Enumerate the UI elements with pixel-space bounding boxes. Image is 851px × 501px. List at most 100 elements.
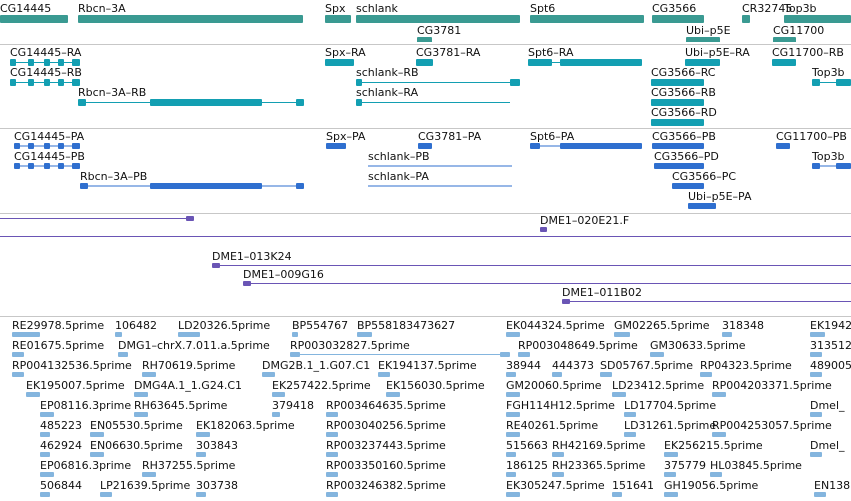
feature-block[interactable]	[115, 332, 122, 337]
feature-label[interactable]: 313512	[810, 339, 851, 352]
feature-label[interactable]: Spt6–RA	[528, 46, 574, 59]
feature-block[interactable]	[28, 143, 34, 149]
feature-label[interactable]: EK195007.5prime	[26, 379, 125, 392]
feature-block[interactable]	[528, 59, 552, 66]
feature-label[interactable]: Spt6	[530, 2, 556, 15]
feature-block[interactable]	[186, 216, 194, 221]
feature-label[interactable]: Top3b	[812, 150, 845, 163]
feature-intron-line[interactable]	[243, 283, 851, 284]
feature-label[interactable]: Spx	[325, 2, 346, 15]
feature-label[interactable]: Spt6–PA	[530, 130, 575, 143]
feature-block[interactable]	[506, 492, 520, 497]
feature-label[interactable]: LD31261.5prime	[624, 419, 717, 432]
feature-block[interactable]	[90, 432, 104, 437]
feature-intron-line[interactable]	[368, 185, 512, 187]
feature-label[interactable]: DME1–011B02	[562, 286, 642, 299]
feature-block[interactable]	[772, 59, 796, 66]
feature-label[interactable]: EN138	[814, 479, 851, 492]
feature-label[interactable]: 318348	[722, 319, 764, 332]
feature-label[interactable]: CG14445–PA	[14, 130, 85, 143]
feature-block[interactable]	[10, 59, 16, 66]
feature-label[interactable]: schlank–RB	[356, 66, 419, 79]
feature-block[interactable]	[40, 452, 50, 457]
feature-block[interactable]	[506, 412, 520, 417]
feature-block[interactable]	[710, 472, 722, 477]
feature-label[interactable]: EK156030.5prime	[386, 379, 485, 392]
feature-label[interactable]: EP08116.3prime	[40, 399, 132, 412]
feature-label[interactable]: CG3566–RC	[651, 66, 716, 79]
feature-label[interactable]: LP21639.5prime	[100, 479, 191, 492]
feature-block[interactable]	[836, 163, 851, 169]
feature-label[interactable]: RE29978.5prime	[12, 319, 105, 332]
feature-block[interactable]	[44, 143, 50, 149]
feature-label[interactable]: Dmel_	[810, 399, 845, 412]
feature-label[interactable]: schlank–PA	[368, 170, 429, 183]
feature-label[interactable]: RH42169.5prime	[552, 439, 646, 452]
feature-block[interactable]	[418, 143, 432, 149]
feature-block[interactable]	[150, 99, 262, 106]
feature-block[interactable]	[80, 183, 88, 189]
feature-intron-line[interactable]	[812, 165, 851, 167]
feature-intron-line[interactable]	[368, 165, 512, 167]
feature-label[interactable]: DMG4A.1_1.G24.C1	[134, 379, 243, 392]
feature-block[interactable]	[600, 372, 612, 377]
feature-label[interactable]: RP003040256.5prime	[326, 419, 446, 432]
feature-label[interactable]: LD20326.5prime	[178, 319, 271, 332]
feature-label[interactable]: CG11700–PB	[776, 130, 847, 143]
feature-block[interactable]	[357, 332, 372, 337]
feature-block[interactable]	[118, 352, 128, 357]
feature-block[interactable]	[686, 37, 720, 42]
feature-label[interactable]: RH63645.5prime	[134, 399, 228, 412]
feature-label[interactable]: schlank–PB	[368, 150, 430, 163]
feature-label[interactable]: 303843	[196, 439, 238, 452]
feature-block[interactable]	[12, 352, 24, 357]
feature-label[interactable]: CG14445	[0, 2, 52, 15]
feature-label[interactable]: Rbcn–3A–PB	[80, 170, 148, 183]
feature-block[interactable]	[196, 452, 206, 457]
feature-label[interactable]: RP003350160.5prime	[326, 459, 446, 472]
feature-label[interactable]: SD05767.5prime	[600, 359, 693, 372]
feature-label[interactable]: CG3781	[417, 24, 462, 37]
feature-block[interactable]	[196, 492, 206, 497]
feature-label[interactable]: 186125	[506, 459, 548, 472]
feature-block[interactable]	[506, 372, 516, 377]
feature-block[interactable]	[12, 332, 40, 337]
feature-block[interactable]	[654, 163, 704, 169]
feature-label[interactable]: CG3566	[652, 2, 697, 15]
feature-block[interactable]	[810, 352, 822, 357]
feature-block[interactable]	[810, 452, 822, 457]
feature-label[interactable]: RP004253057.5prime	[712, 419, 832, 432]
feature-block[interactable]	[90, 452, 104, 457]
feature-block[interactable]	[814, 492, 826, 497]
feature-block[interactable]	[40, 472, 54, 477]
feature-label[interactable]: RP04323.5prime	[700, 359, 792, 372]
feature-label[interactable]: RH23365.5prime	[552, 459, 646, 472]
feature-block[interactable]	[72, 163, 80, 169]
feature-block[interactable]	[510, 79, 520, 86]
feature-block[interactable]	[612, 392, 626, 397]
feature-block[interactable]	[78, 15, 303, 23]
feature-block[interactable]	[178, 332, 200, 337]
feature-block[interactable]	[530, 143, 540, 149]
feature-block[interactable]	[58, 143, 64, 149]
feature-block[interactable]	[722, 332, 732, 337]
feature-block[interactable]	[664, 452, 678, 457]
feature-label[interactable]: 515663	[506, 439, 548, 452]
feature-label[interactable]: GM20060.5prime	[506, 379, 602, 392]
feature-label[interactable]: RP003237443.5prime	[326, 439, 446, 452]
feature-label[interactable]: CG3566–RD	[651, 106, 717, 119]
feature-block[interactable]	[664, 472, 676, 477]
feature-label[interactable]: EK194137.5prime	[378, 359, 477, 372]
feature-block[interactable]	[262, 372, 275, 377]
feature-block[interactable]	[506, 472, 516, 477]
feature-block[interactable]	[742, 15, 750, 23]
feature-intron-line[interactable]	[356, 82, 520, 83]
feature-label[interactable]: EK305247.5prime	[506, 479, 605, 492]
feature-block[interactable]	[416, 59, 433, 66]
feature-label[interactable]: EN06630.5prime	[90, 439, 183, 452]
feature-block[interactable]	[292, 332, 298, 337]
feature-block[interactable]	[651, 79, 704, 86]
feature-block[interactable]	[326, 412, 338, 417]
feature-block[interactable]	[506, 432, 520, 437]
feature-block[interactable]	[356, 99, 362, 106]
